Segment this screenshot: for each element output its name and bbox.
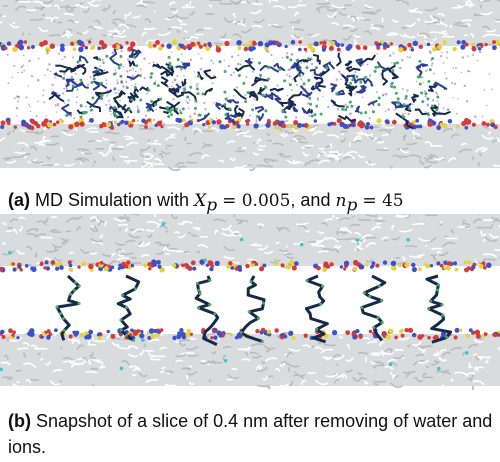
upper-bilayer-a xyxy=(0,0,500,53)
lower-bilayer-b xyxy=(0,327,500,390)
caption-a-eq2: = 45 xyxy=(362,191,404,211)
polymer-chain xyxy=(55,274,81,341)
polymer-chain xyxy=(425,274,453,344)
caption-a-sub-p2: p xyxy=(346,195,358,216)
caption-a-mid: , and xyxy=(290,190,331,210)
caption-a-eq1: = 0.005 xyxy=(222,191,291,211)
caption-a-text: MD Simulation with xyxy=(35,190,190,210)
polymer-chain xyxy=(304,274,329,344)
caption-a-var-x: X xyxy=(194,191,207,211)
caption-a: (a) MD Simulation with Xp = 0.005, and n… xyxy=(8,187,500,219)
ions-b xyxy=(0,222,469,372)
membrane-render-a xyxy=(0,0,500,172)
caption-b: (b) Snapshot of a slice of 0.4 nm after … xyxy=(8,408,500,460)
simulation-snapshot-b xyxy=(0,214,500,390)
caption-a-sub-p1: p xyxy=(206,195,218,216)
polymer-chain xyxy=(194,275,220,346)
polymer-cluster-a xyxy=(48,48,451,130)
simulation-snapshot-a xyxy=(0,0,500,172)
membrane-render-b xyxy=(0,214,500,390)
caption-a-label: (a) xyxy=(8,190,30,210)
polymer-chain xyxy=(116,274,141,342)
polymer-chain xyxy=(360,274,387,342)
caption-b-label: (b) xyxy=(8,411,31,431)
caption-b-text: Snapshot of a slice of 0.4 nm after remo… xyxy=(8,411,493,457)
upper-bilayer-b xyxy=(0,214,500,273)
polymer-chain xyxy=(239,275,266,343)
caption-a-var-n: n xyxy=(335,191,347,211)
lower-bilayer-a xyxy=(0,117,500,172)
